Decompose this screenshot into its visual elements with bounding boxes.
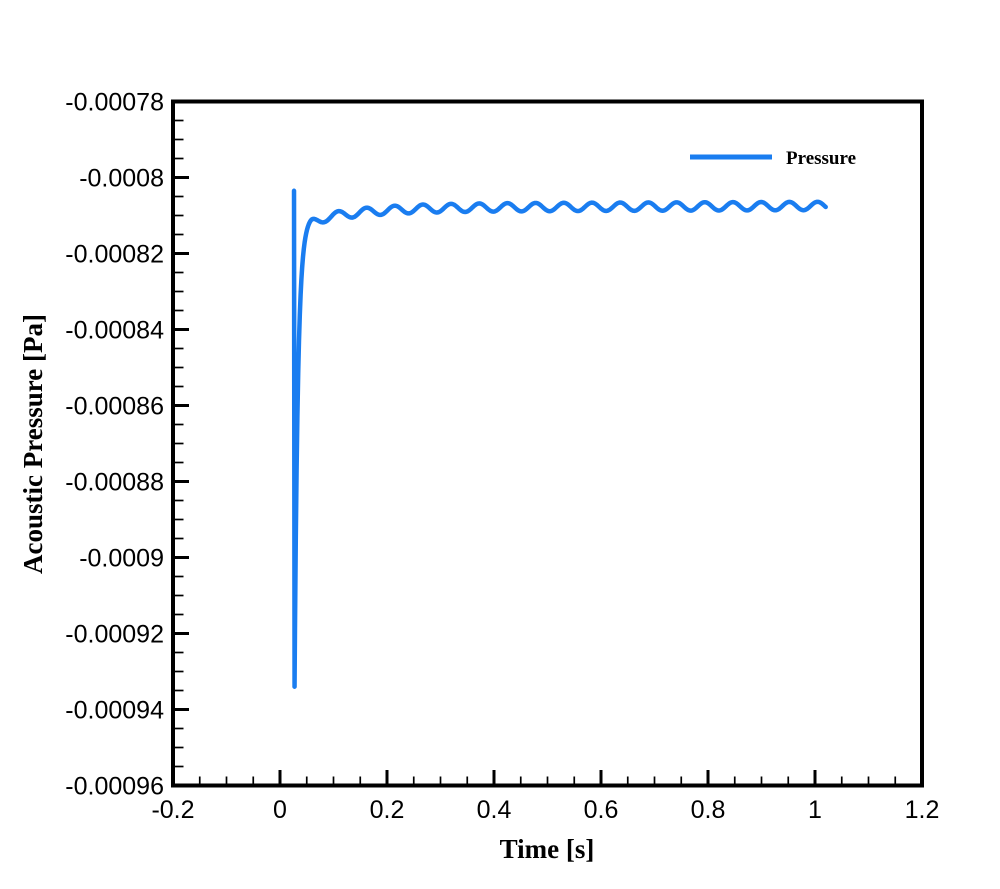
x-tick-label: 0 [273,796,287,824]
y-tick-label: -0.00094 [65,697,164,725]
y-tick-label: -0.00096 [65,773,164,801]
y-tick-label: -0.0008 [79,165,164,193]
y-tick-label: -0.00078 [65,89,164,117]
y-axis-title: Acoustic Pressure [Pa] [18,314,48,574]
x-tick-label: -0.2 [151,796,194,824]
x-tick-label: 0.2 [370,796,405,824]
x-tick-label: 0.4 [477,796,512,824]
legend: Pressure [690,148,856,169]
y-tick-label: -0.00086 [65,393,164,421]
plot-frame [171,99,924,788]
legend-label: Pressure [786,148,856,169]
pressure-line [291,188,828,689]
y-tick-label: -0.00082 [65,241,164,269]
x-tick-label: 0.8 [691,796,726,824]
x-axis-title: Time [s] [500,834,595,864]
y-tick-label: -0.0009 [79,545,164,573]
y-tick-label: -0.00088 [65,469,164,497]
x-tick-label: 1.2 [905,796,940,824]
y-tick-label: -0.00084 [65,317,164,345]
y-tick-label: -0.00092 [65,621,164,649]
axis-tick-labels: -0.2 0 0.2 0.4 0.6 0.8 1 1.2 -0.00078 -0.0008 -0.0… [65,89,939,825]
x-tick-label: 0.6 [584,796,619,824]
x-tick-label: 1 [808,796,822,824]
